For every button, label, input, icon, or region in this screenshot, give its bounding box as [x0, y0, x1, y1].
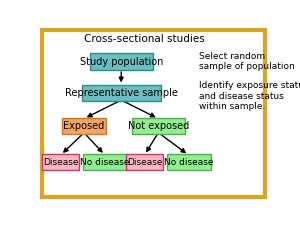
FancyBboxPatch shape [167, 154, 211, 170]
FancyBboxPatch shape [62, 118, 106, 134]
Text: Disease: Disease [127, 158, 162, 167]
FancyBboxPatch shape [132, 118, 185, 134]
Text: Not exposed: Not exposed [128, 121, 189, 131]
FancyBboxPatch shape [42, 154, 79, 170]
FancyBboxPatch shape [42, 30, 266, 197]
Text: No disease: No disease [80, 158, 130, 167]
FancyBboxPatch shape [83, 154, 127, 170]
Text: Study population: Study population [80, 57, 163, 67]
FancyBboxPatch shape [82, 85, 161, 101]
Text: No disease: No disease [164, 158, 213, 167]
FancyBboxPatch shape [126, 154, 163, 170]
Text: Identify exposure status
and disease status
within sample.: Identify exposure status and disease sta… [199, 81, 300, 111]
FancyBboxPatch shape [90, 53, 153, 70]
Text: Exposed: Exposed [63, 121, 105, 131]
Text: Cross-sectional studies: Cross-sectional studies [84, 34, 205, 44]
Text: Select random
sample of population: Select random sample of population [199, 52, 295, 71]
Text: Representative sample: Representative sample [65, 88, 178, 98]
Text: Disease: Disease [43, 158, 79, 167]
